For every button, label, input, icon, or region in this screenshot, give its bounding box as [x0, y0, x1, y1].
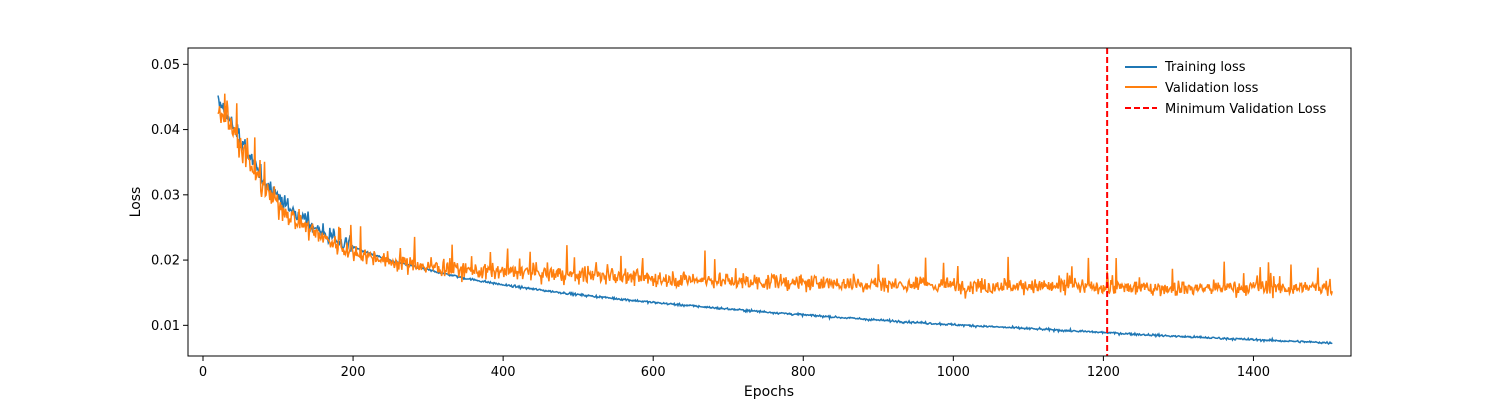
- validation-loss-line: [217, 93, 1333, 299]
- x-tick-label: 1200: [1087, 365, 1120, 380]
- y-axis-label: Loss: [128, 187, 144, 218]
- training-loss-line: [217, 95, 1333, 345]
- y-tick-label: 0.01: [151, 319, 180, 334]
- x-tick-label: 800: [791, 365, 816, 380]
- y-axis: 0.01 0.02 0.03 0.04 0.05: [151, 58, 188, 334]
- legend-label-validation: Validation loss: [1165, 81, 1259, 96]
- x-axis: 0 200 400 600 800 1000 1200 1400: [199, 356, 1270, 380]
- x-tick-label: 600: [641, 365, 666, 380]
- y-tick-label: 0.04: [151, 123, 180, 138]
- y-tick-label: 0.05: [151, 58, 180, 73]
- legend: Training loss Validation loss Minimum Va…: [1125, 60, 1326, 117]
- legend-label-training: Training loss: [1164, 60, 1246, 75]
- x-tick-label: 400: [491, 365, 516, 380]
- x-axis-label: Epochs: [744, 384, 794, 400]
- x-tick-label: 1000: [937, 365, 970, 380]
- plot-frame: [187, 47, 1352, 357]
- legend-label-min-val: Minimum Validation Loss: [1165, 102, 1326, 117]
- x-tick-label: 200: [341, 365, 366, 380]
- y-tick-label: 0.03: [151, 188, 180, 203]
- y-tick-label: 0.02: [151, 254, 180, 269]
- x-tick-label: 1400: [1237, 365, 1270, 380]
- x-tick-label: 0: [199, 365, 207, 380]
- series-layer: [217, 93, 1333, 345]
